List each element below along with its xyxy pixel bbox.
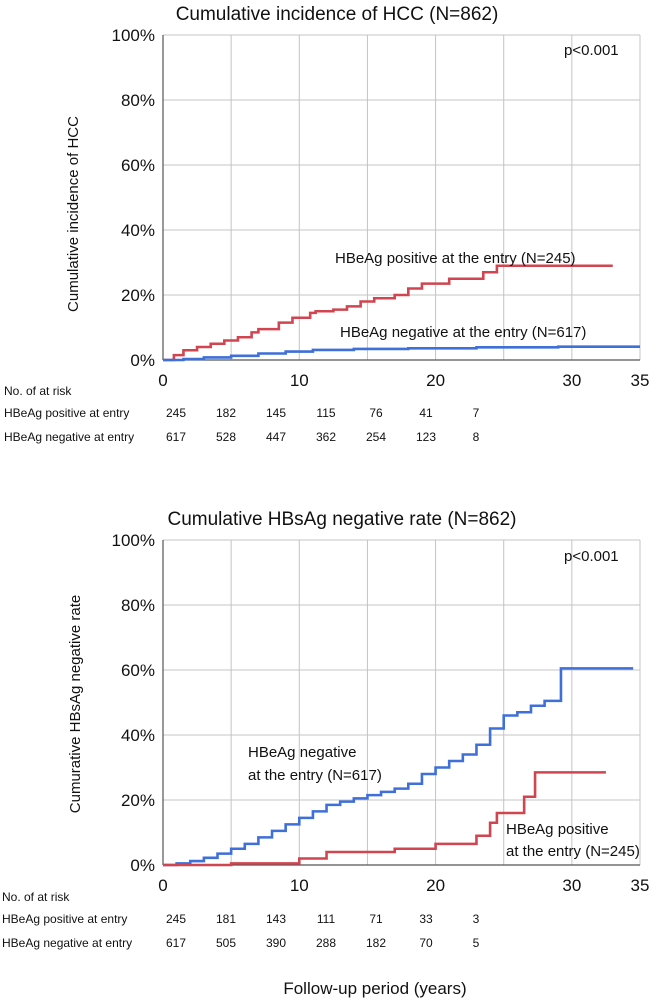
y-tick-label: 40% [121,726,155,745]
x-tick-label: 10 [290,876,309,895]
series-line [163,264,613,362]
axes [162,540,640,866]
risk-table-cell: 245 [166,912,186,926]
risk-table-header: No. of at risk [2,890,70,904]
p-value: p<0.001 [564,548,619,565]
risk-table-cell: 245 [166,406,186,420]
risk-table-cell: 123 [416,430,436,444]
y-tick-label: 100% [112,531,155,550]
hcc-incidence-panel: Cumulative incidence of HCC (N=862) 0% 20… [4,4,649,444]
risk-row-label-negative: HBeAg negative at entry [2,936,132,950]
risk-table-cell: 145 [266,406,286,420]
risk-table-cell: 70 [419,936,433,950]
risk-table-cell: 7 [473,406,480,420]
y-tick-label: 60% [121,661,155,680]
grid [163,34,641,360]
x-tick-label: 20 [426,371,445,390]
risk-table-cell: 505 [216,936,236,950]
risk-values: 245 182 145 115 76 41 7 617 528 447 362 254 123 8 [166,406,480,444]
series-lines [163,667,634,867]
risk-table-cell: 5 [473,936,480,950]
risk-table-cell: 528 [216,430,236,444]
annotation-positive-line2: at the entry (N=245) [506,843,640,860]
series-lines [163,264,640,362]
risk-table-cell: 8 [473,430,480,444]
y-tick-label: 20% [121,791,155,810]
risk-table-cell: 33 [419,912,433,926]
y-tick-label: 80% [121,596,155,615]
x-tick-label: 0 [158,371,167,390]
annotation-negative: HBeAg negative at the entry (N=617) [340,324,586,341]
x-tick-label: 10 [290,371,309,390]
risk-table-cell: 143 [266,912,286,926]
y-tick-labels: 0% 20% 40% 60% 80% 100% [112,531,155,875]
x-axis-label: Follow-up period (years) [283,979,466,998]
x-tick-labels: 0 10 20 30 35 [158,371,649,390]
risk-table-cell: 41 [419,406,433,420]
risk-table: No. of at risk HBeAg positive at entry H… [2,890,480,950]
chart-title: Cumulative incidence of HCC (N=862) [176,4,499,25]
y-tick-label: 0% [130,856,155,875]
risk-row-label-positive: HBeAg positive at entry [4,406,129,420]
x-tick-label: 30 [562,371,581,390]
risk-row-label-negative: HBeAg negative at entry [4,430,134,444]
annotation-positive: HBeAg positive at the entry (N=245) [335,250,576,267]
risk-table-cell: 71 [369,912,383,926]
y-tick-label: 20% [121,286,155,305]
y-tick-label: 40% [121,221,155,240]
risk-table-cell: 181 [216,912,236,926]
risk-table-cell: 617 [166,936,186,950]
risk-table-cell: 115 [316,406,335,420]
chart-title: Cumulative HBsAg negative rate (N=862) [167,509,516,530]
risk-table-cell: 390 [266,936,286,950]
x-tick-label: 0 [158,876,167,895]
series-line [163,345,640,362]
hbsag-negative-panel: Cumulative HBsAg negative rate (N=862) 0… [2,509,649,950]
y-tick-label: 80% [121,91,155,110]
y-tick-labels: 0% 20% 40% 60% 80% 100% [112,26,155,370]
annotation-negative-line1: HBeAg negative [248,744,356,761]
annotation-positive-line1: HBeAg positive [506,821,609,838]
x-tick-label: 20 [426,876,445,895]
series-line [163,771,606,867]
y-tick-label: 100% [112,26,155,45]
risk-table-cell: 182 [216,406,236,420]
risk-table-cell: 617 [166,430,186,444]
y-tick-label: 60% [121,156,155,175]
risk-table-header: No. of at risk [4,384,72,398]
risk-table-cell: 254 [366,430,386,444]
x-tick-label: 30 [562,876,581,895]
x-tick-label: 35 [631,371,650,390]
risk-table-cell: 111 [317,912,336,926]
x-tick-labels: 0 10 20 30 35 [158,876,649,895]
series-line [163,667,634,867]
risk-table-cell: 447 [266,430,286,444]
risk-table-cell: 362 [316,430,336,444]
annotation-negative-line2: at the entry (N=617) [248,767,382,784]
risk-table: No. of at risk HBeAg positive at entry H… [4,384,480,444]
y-tick-label: 0% [130,351,155,370]
axes [162,35,640,361]
x-tick-label: 35 [631,876,650,895]
y-axis-label: Cumulative incidence of HCC [65,116,82,312]
p-value: p<0.001 [564,42,619,59]
risk-table-cell: 76 [369,406,383,420]
risk-row-label-positive: HBeAg positive at entry [2,912,127,926]
grid [163,539,641,865]
risk-table-cell: 288 [316,936,336,950]
risk-table-cell: 3 [473,912,480,926]
y-axis-label: Cumurative HBsAg negative rate [67,595,84,813]
risk-table-cell: 182 [366,936,386,950]
